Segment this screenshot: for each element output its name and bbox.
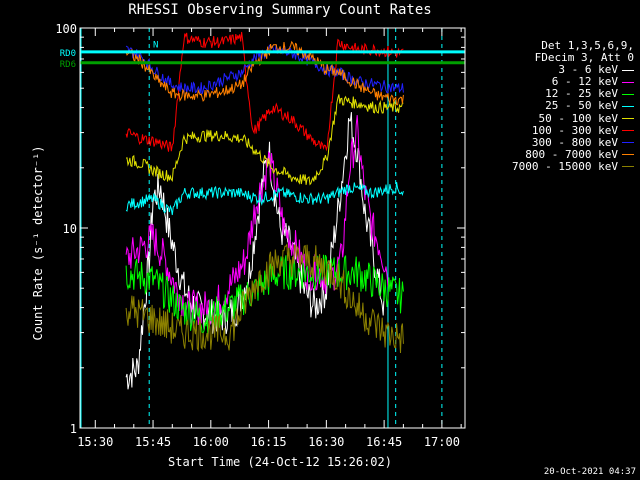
series-line-2: [125, 115, 389, 326]
x-tick-label: 16:15: [251, 435, 287, 449]
series-line-3: [125, 254, 404, 336]
legend-swatch: [622, 166, 634, 168]
legend-entry: 3 - 6 keV: [484, 64, 634, 76]
legend-header-line-1: Det 1,3,5,6,9,: [541, 39, 634, 52]
legend-entry: 100 - 300 keV: [484, 123, 634, 137]
legend-entry: 25 - 50 keV: [484, 100, 634, 112]
legend-entries: 3 - 6 keV 6 - 12 keV 12 - 25 keV 25 - 50 ke…: [484, 64, 634, 173]
series-line-4: [125, 182, 404, 216]
series-line-8: [125, 40, 404, 106]
shading-label: N: [153, 40, 158, 50]
legend-swatch: [622, 81, 634, 83]
legend-swatch: [622, 130, 634, 132]
y-axis-label: Count Rate (s⁻¹ detector⁻¹): [31, 145, 45, 341]
legend-entry-label: 25 - 50 keV: [545, 99, 618, 113]
legend-swatch: [622, 69, 634, 71]
legend-entry-label: 100 - 300 keV: [531, 123, 618, 137]
series-line-1: [125, 112, 385, 390]
y-tick-label: 10: [63, 222, 77, 236]
legend-entry: 800 - 7000 keV: [484, 147, 634, 161]
legend-entry: 50 - 100 keV: [484, 111, 634, 125]
x-tick-label: 16:45: [366, 435, 402, 449]
legend-header-line-2: FDecim 3, Att 0: [534, 51, 634, 65]
legend-entry: 300 - 800 keV: [484, 135, 634, 149]
x-axis-label: Start Time (24-Oct-12 15:26:02): [168, 455, 392, 469]
legend-entry: 7000 - 15000 keV: [484, 159, 634, 173]
x-tick-label: 16:30: [308, 435, 344, 449]
legend-entry-label: 6 - 12 keV: [551, 75, 618, 89]
legend-swatch: [622, 118, 634, 120]
series-line-6: [125, 31, 404, 152]
legend-entry-label: 50 - 100 keV: [538, 111, 618, 125]
y-tick-label: 100: [55, 22, 77, 36]
x-tick-label: 15:45: [135, 435, 171, 449]
x-tick-label: 17:00: [424, 435, 460, 449]
legend-entry-label: 300 - 800 keV: [531, 135, 618, 149]
x-tick-label: 16:00: [193, 435, 229, 449]
flag-label-rd0: RD0: [60, 49, 76, 59]
y-tick-label: 1: [70, 422, 77, 436]
legend-entry: 6 - 12 keV: [484, 76, 634, 88]
x-tick-label: 15:30: [77, 435, 113, 449]
legend-swatch: [622, 154, 634, 156]
legend-swatch: [622, 106, 634, 108]
series-line-9: [125, 242, 404, 354]
chart-title: RHESSI Observing Summary Count Rates: [128, 2, 432, 18]
series-line-5: [125, 94, 404, 186]
footer-timestamp: 20-Oct-2021 04:37: [543, 467, 636, 477]
legend-entry: 12 - 25 keV: [484, 88, 634, 100]
legend-entry-label: 12 - 25 keV: [545, 87, 618, 101]
legend-swatch: [622, 93, 634, 95]
legend-swatch: [622, 142, 634, 144]
legend-entry-label: 7000 - 15000 keV: [512, 159, 618, 173]
legend: Det 1,3,5,6,9, FDecim 3, Att 0 3 - 6 keV…: [484, 39, 634, 173]
legend-entry-label: 800 - 7000 keV: [525, 147, 618, 161]
legend-entry-label: 3 - 6 keV: [558, 63, 618, 77]
flag-label-rd6: RD6: [60, 60, 76, 70]
